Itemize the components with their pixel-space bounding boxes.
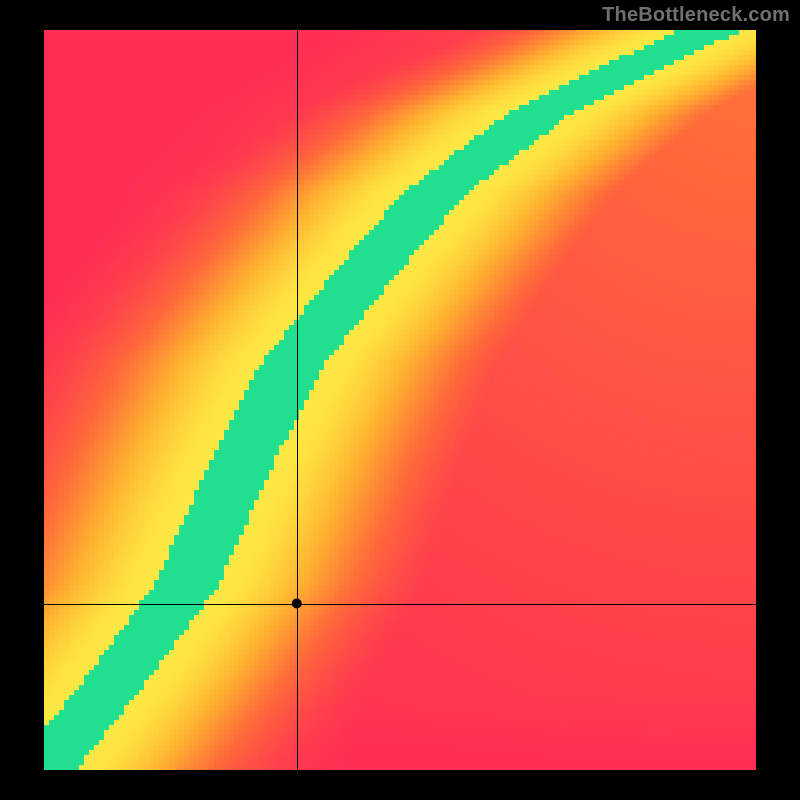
attribution-text: TheBottleneck.com <box>602 4 790 27</box>
chart-container: { "attribution": { "text": "TheBottlenec… <box>0 0 800 800</box>
heatmap-canvas <box>44 30 756 770</box>
